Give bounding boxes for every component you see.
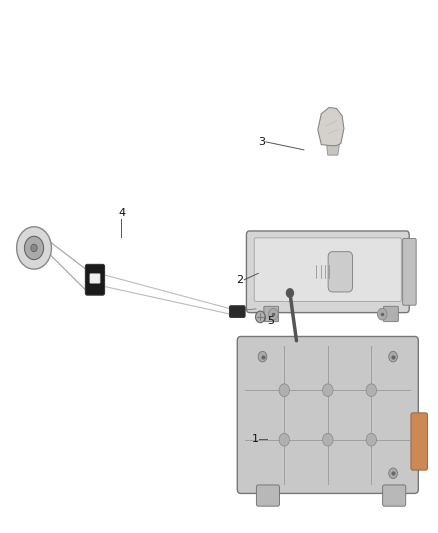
FancyBboxPatch shape xyxy=(85,264,105,295)
Circle shape xyxy=(17,227,51,269)
Circle shape xyxy=(389,351,397,362)
Circle shape xyxy=(389,468,397,479)
Circle shape xyxy=(255,311,265,322)
FancyBboxPatch shape xyxy=(383,485,406,506)
FancyBboxPatch shape xyxy=(90,273,100,284)
Circle shape xyxy=(25,236,44,260)
FancyBboxPatch shape xyxy=(230,306,245,317)
FancyBboxPatch shape xyxy=(254,238,401,302)
Circle shape xyxy=(322,384,333,397)
Text: 2: 2 xyxy=(237,274,244,285)
Polygon shape xyxy=(326,143,339,155)
Text: 3: 3 xyxy=(258,137,265,147)
FancyBboxPatch shape xyxy=(247,231,409,313)
FancyBboxPatch shape xyxy=(411,413,427,470)
Circle shape xyxy=(279,384,290,397)
Text: 4: 4 xyxy=(118,208,125,219)
Circle shape xyxy=(31,244,37,252)
FancyBboxPatch shape xyxy=(403,238,416,305)
Text: 5: 5 xyxy=(267,316,274,326)
FancyBboxPatch shape xyxy=(384,306,398,321)
Circle shape xyxy=(286,289,293,297)
FancyBboxPatch shape xyxy=(264,306,279,321)
Circle shape xyxy=(268,309,278,320)
FancyBboxPatch shape xyxy=(237,336,418,494)
Text: 1: 1 xyxy=(252,434,259,444)
FancyBboxPatch shape xyxy=(256,485,279,506)
Circle shape xyxy=(366,433,377,446)
Circle shape xyxy=(322,433,333,446)
Circle shape xyxy=(258,351,267,362)
Circle shape xyxy=(378,309,387,320)
Circle shape xyxy=(366,384,377,397)
Polygon shape xyxy=(318,108,344,146)
FancyBboxPatch shape xyxy=(328,252,353,292)
Circle shape xyxy=(279,433,290,446)
